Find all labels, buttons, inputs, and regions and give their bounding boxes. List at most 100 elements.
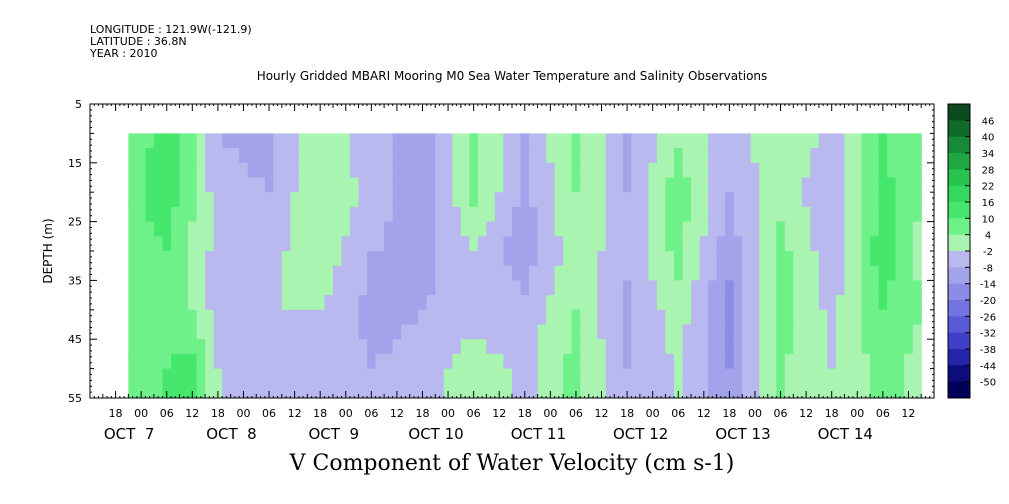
heatmap-cell: [350, 133, 360, 149]
heatmap-cell: [759, 368, 769, 384]
heatmap-cell: [904, 280, 914, 296]
heatmap-cell: [247, 206, 257, 223]
heatmap-cell: [656, 383, 667, 398]
heatmap-cell: [520, 339, 530, 355]
heatmap-cell: [145, 206, 155, 223]
heatmap-cell: [605, 206, 615, 223]
heatmap-cell: [725, 368, 735, 384]
heatmap-cell: [759, 353, 769, 370]
heatmap-cell: [708, 324, 718, 340]
heatmap-cell: [145, 148, 155, 164]
heatmap-cell: [179, 383, 189, 398]
heatmap-cell: [239, 177, 249, 193]
heatmap-cell: [239, 368, 249, 384]
heatmap-cell: [341, 251, 351, 267]
heatmap-cell: [691, 148, 701, 164]
colorbar-label: -14: [980, 280, 996, 291]
heatmap-cell: [673, 324, 684, 340]
heatmap-cell: [358, 162, 368, 179]
heatmap-cell: [443, 383, 453, 398]
heatmap-cell: [230, 383, 240, 398]
heatmap-cell: [673, 353, 684, 370]
heatmap-cell: [443, 177, 453, 193]
heatmap-cell: [716, 368, 726, 384]
heatmap-cell: [392, 177, 402, 193]
heatmap-cell: [145, 368, 155, 384]
heatmap-cell: [571, 221, 581, 237]
heatmap-cell: [699, 236, 709, 252]
heatmap-cell: [290, 236, 300, 252]
heatmap-cell: [239, 133, 249, 149]
heatmap-cell: [332, 339, 343, 355]
colorbar-swatch: [948, 283, 970, 301]
heatmap-cell: [179, 339, 189, 355]
heatmap-cell: [409, 295, 419, 311]
heatmap-cell: [708, 265, 718, 281]
heatmap-cell: [196, 162, 206, 179]
heatmap-cell: [188, 133, 198, 149]
heatmap-cell: [256, 221, 266, 237]
heatmap-cell: [136, 383, 147, 398]
heatmap-cell: [622, 368, 632, 384]
heatmap-cell: [597, 353, 607, 370]
heatmap-cell: [290, 148, 300, 164]
heatmap-cell: [733, 295, 743, 311]
heatmap-cell: [230, 280, 240, 296]
heatmap-cell: [614, 177, 624, 193]
heatmap-cell: [861, 324, 871, 340]
heatmap-cell: [912, 324, 922, 340]
heatmap-cell: [554, 339, 564, 355]
heatmap-cell: [563, 148, 573, 164]
heatmap-cell: [188, 162, 198, 179]
heatmap-cell: [844, 383, 854, 398]
heatmap-cell: [426, 265, 436, 281]
heatmap-cell: [443, 133, 453, 149]
heatmap-cell: [870, 295, 880, 311]
heatmap-cell: [571, 162, 581, 179]
heatmap-cell: [392, 148, 402, 164]
heatmap-cell: [477, 295, 488, 311]
heatmap-cell: [810, 177, 820, 193]
heatmap-cell: [733, 177, 743, 193]
heatmap-cell: [213, 309, 223, 326]
heatmap-cell: [367, 295, 377, 311]
x-hour-label: 06: [569, 407, 583, 420]
heatmap-cell: [691, 280, 701, 296]
heatmap-cell: [358, 324, 368, 340]
heatmap-cell: [631, 265, 641, 281]
heatmap-cell: [537, 177, 547, 193]
heatmap-cell: [912, 368, 922, 384]
heatmap-cell: [784, 339, 794, 355]
heatmap-cell: [281, 309, 291, 326]
heatmap-cell: [673, 251, 684, 267]
heatmap-cell: [341, 192, 351, 208]
heatmap-cell: [520, 383, 530, 398]
heatmap-cell: [222, 265, 232, 281]
heatmap-cell: [793, 206, 803, 223]
heatmap-cell: [665, 177, 675, 193]
heatmap-cell: [887, 192, 897, 208]
heatmap-cell: [853, 295, 863, 311]
heatmap-cell: [597, 295, 607, 311]
heatmap-cell: [912, 236, 922, 252]
heatmap-cell: [904, 177, 914, 193]
heatmap-cell: [810, 162, 820, 179]
heatmap-cell: [350, 339, 360, 355]
heatmap-cell: [290, 295, 300, 311]
heatmap-cell: [188, 339, 198, 355]
heatmap-cell: [725, 265, 735, 281]
heatmap-cell: [179, 368, 189, 384]
heatmap-cell: [213, 192, 223, 208]
heatmap-cell: [571, 206, 581, 223]
heatmap-cell: [426, 133, 436, 149]
heatmap-cell: [665, 295, 675, 311]
heatmap-cell: [546, 368, 556, 384]
heatmap-cell: [537, 368, 547, 384]
heatmap-cell: [750, 368, 760, 384]
heatmap-cell: [179, 265, 189, 281]
heatmap-cell: [273, 206, 283, 223]
heatmap-cell: [145, 353, 155, 370]
colorbar-swatch: [948, 153, 970, 170]
latitude-label: LATITUDE : 36.8N: [90, 35, 187, 48]
heatmap-cell: [384, 295, 394, 311]
